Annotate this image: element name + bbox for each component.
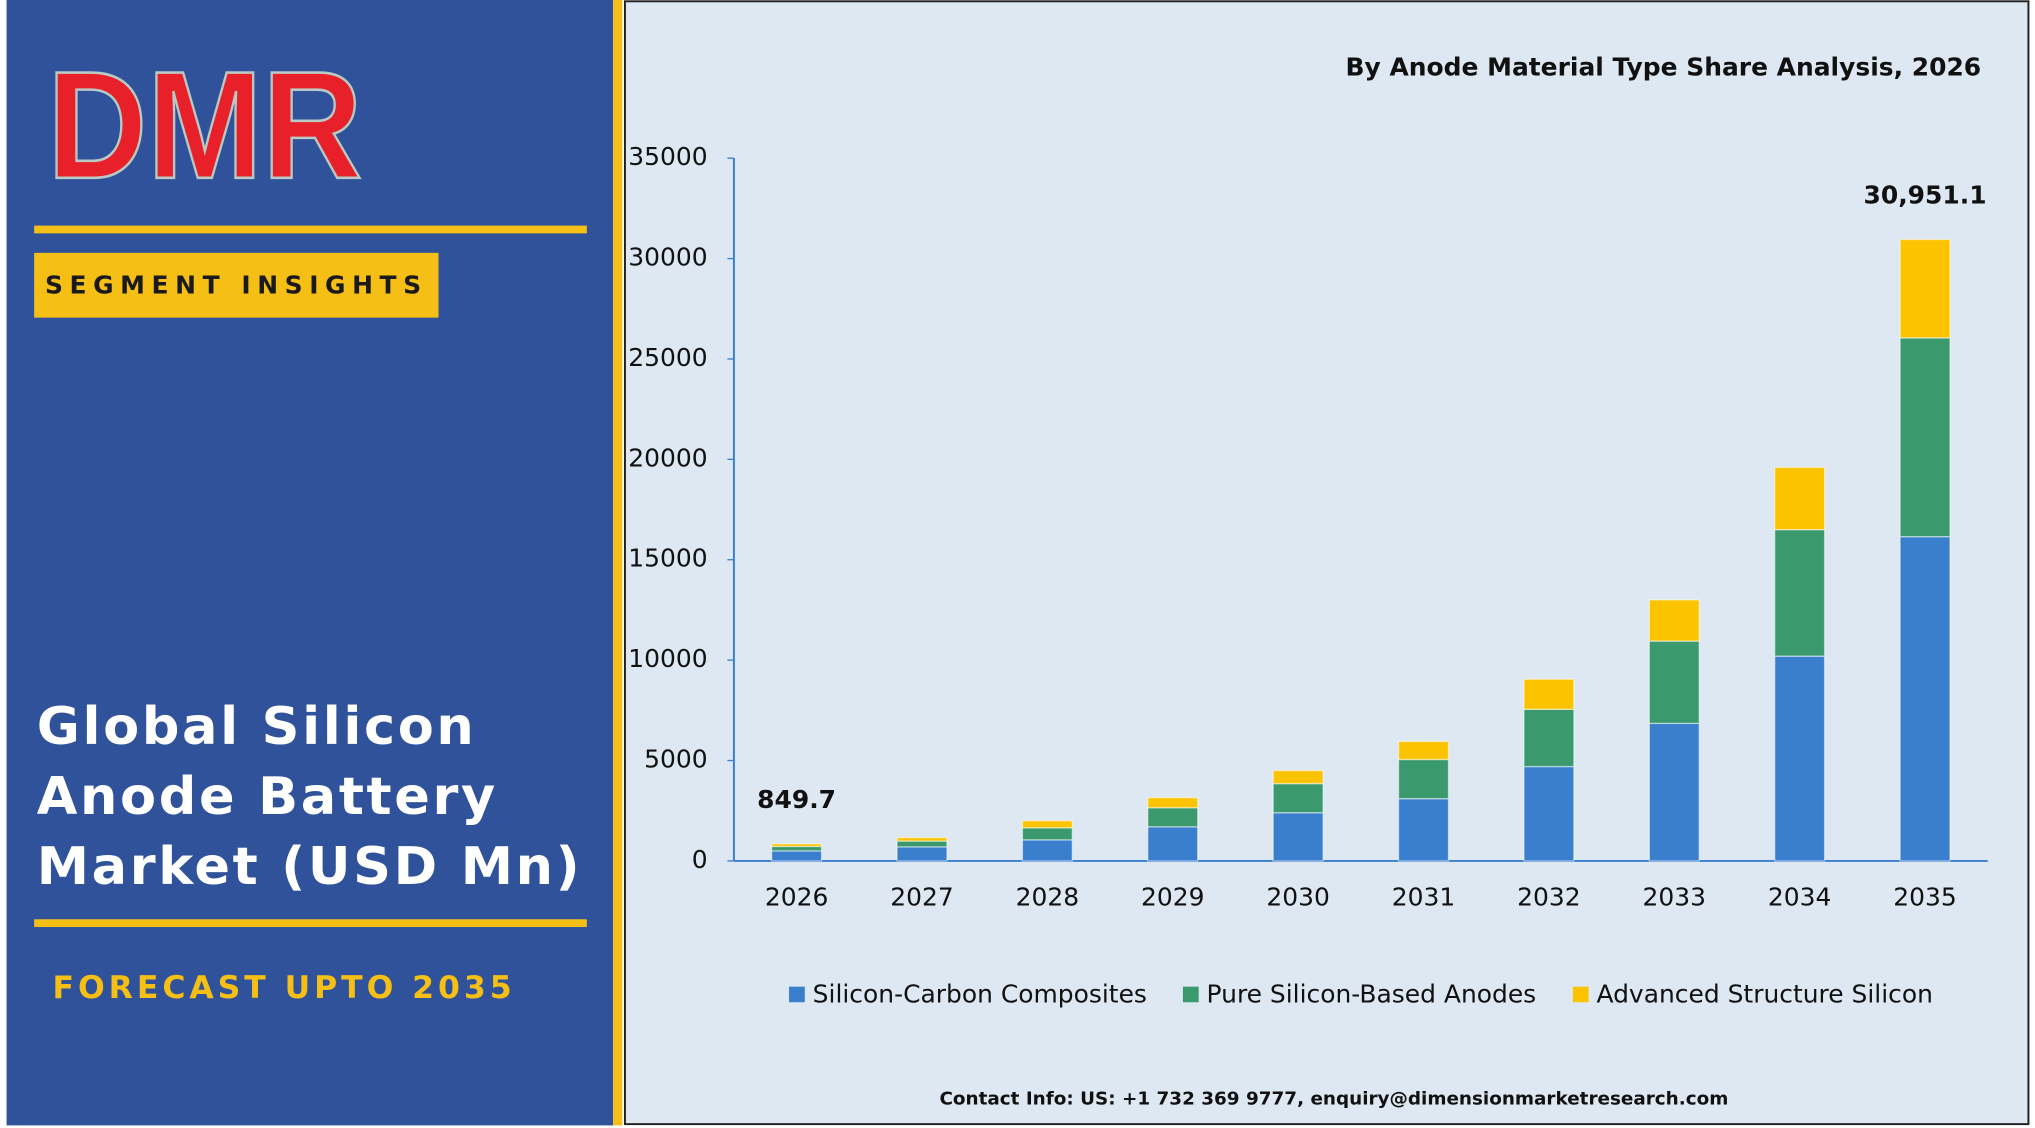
bar-segment bbox=[771, 850, 823, 862]
legend-label: Advanced Structure Silicon bbox=[1596, 980, 1932, 1009]
bar-segment bbox=[1774, 655, 1826, 862]
bar-segment bbox=[1021, 839, 1073, 862]
rule bbox=[34, 919, 587, 928]
bar-segment bbox=[771, 845, 823, 852]
bar-segment bbox=[1272, 812, 1324, 862]
y-tick-label: 25000 bbox=[628, 343, 707, 372]
sidebar bbox=[6, 0, 614, 1126]
divider bbox=[613, 0, 623, 1126]
x-tick-label: 2033 bbox=[1643, 883, 1706, 912]
y-tick-label: 15000 bbox=[628, 544, 707, 573]
bar-segment bbox=[1397, 758, 1450, 800]
bar-segment bbox=[896, 836, 948, 842]
x-tick-label: 2030 bbox=[1266, 883, 1329, 912]
x-tick-label: 2029 bbox=[1141, 883, 1204, 912]
y-tick-label: 10000 bbox=[628, 644, 707, 673]
bar-segment bbox=[1899, 238, 1951, 339]
bar-segment bbox=[1648, 722, 1700, 862]
legend-label: Pure Silicon-Based Anodes bbox=[1207, 980, 1537, 1009]
bar-segment bbox=[1397, 740, 1450, 761]
plot: 0 5000 10000 15000 20000 25000 30000 35000 2026 2… bbox=[628, 142, 1988, 1009]
legend-label: Silicon-Carbon Composites bbox=[813, 980, 1147, 1009]
bar-segment bbox=[1147, 826, 1199, 862]
y-tick-label: 35000 bbox=[628, 142, 707, 171]
legend-swatch bbox=[1572, 986, 1589, 1003]
contact: Contact Info: US: +1 732 369 9777, enqui… bbox=[939, 1089, 1728, 1110]
bar-segment bbox=[896, 840, 948, 848]
bar-segment bbox=[1523, 765, 1575, 862]
y-tick-label: 30000 bbox=[628, 243, 707, 272]
forecast: FORECAST UPTO 2035 bbox=[53, 970, 516, 1006]
bar-segment bbox=[896, 846, 948, 862]
bar-segment bbox=[1899, 536, 1951, 862]
side-title: Market (USD Mn) bbox=[37, 837, 582, 897]
bar-segment bbox=[1774, 528, 1826, 657]
bar-segment bbox=[1523, 678, 1575, 710]
bar-segment bbox=[1021, 820, 1073, 829]
y-tick-label: 20000 bbox=[628, 443, 707, 472]
legend-swatch bbox=[1182, 986, 1199, 1003]
side-title: Global Silicon bbox=[37, 697, 477, 757]
x-tick-label: 2026 bbox=[765, 883, 828, 912]
y-tick-label: 5000 bbox=[644, 745, 707, 774]
bar-segment bbox=[1147, 807, 1199, 828]
bar-segment bbox=[1648, 640, 1700, 725]
y-tick-label: 0 bbox=[692, 845, 708, 874]
x-tick-label: 2035 bbox=[1893, 883, 1956, 912]
bar-segment bbox=[1397, 798, 1450, 862]
bar-segment bbox=[1648, 599, 1700, 642]
bar-segment bbox=[1774, 466, 1826, 531]
x-tick-label: 2027 bbox=[890, 883, 953, 912]
bar-segment bbox=[1021, 827, 1073, 841]
bar-segment bbox=[1523, 708, 1575, 768]
bar-segment bbox=[1147, 797, 1199, 809]
badge: SEGMENT INSIGHTS bbox=[45, 271, 428, 300]
rule bbox=[34, 225, 587, 234]
x-tick-label: 2034 bbox=[1768, 883, 1831, 912]
x-tick-label: 2028 bbox=[1016, 883, 1079, 912]
bar-segment bbox=[1272, 782, 1324, 814]
chart-title: By Anode Material Type Share Analysis, 2… bbox=[1346, 53, 1982, 82]
bar-segment bbox=[1899, 337, 1951, 538]
legend-swatch bbox=[789, 986, 805, 1003]
logo: DMR bbox=[47, 40, 362, 211]
total-label: 849.7 bbox=[757, 785, 836, 814]
bar-segment bbox=[1272, 769, 1324, 785]
bar-segment bbox=[771, 843, 823, 848]
badge-box bbox=[34, 252, 439, 318]
x-tick-label: 2032 bbox=[1517, 883, 1580, 912]
x-tick-label: 2031 bbox=[1392, 883, 1455, 912]
side-title: Anode Battery bbox=[37, 767, 498, 827]
total-label: 30,951.1 bbox=[1864, 181, 1987, 210]
